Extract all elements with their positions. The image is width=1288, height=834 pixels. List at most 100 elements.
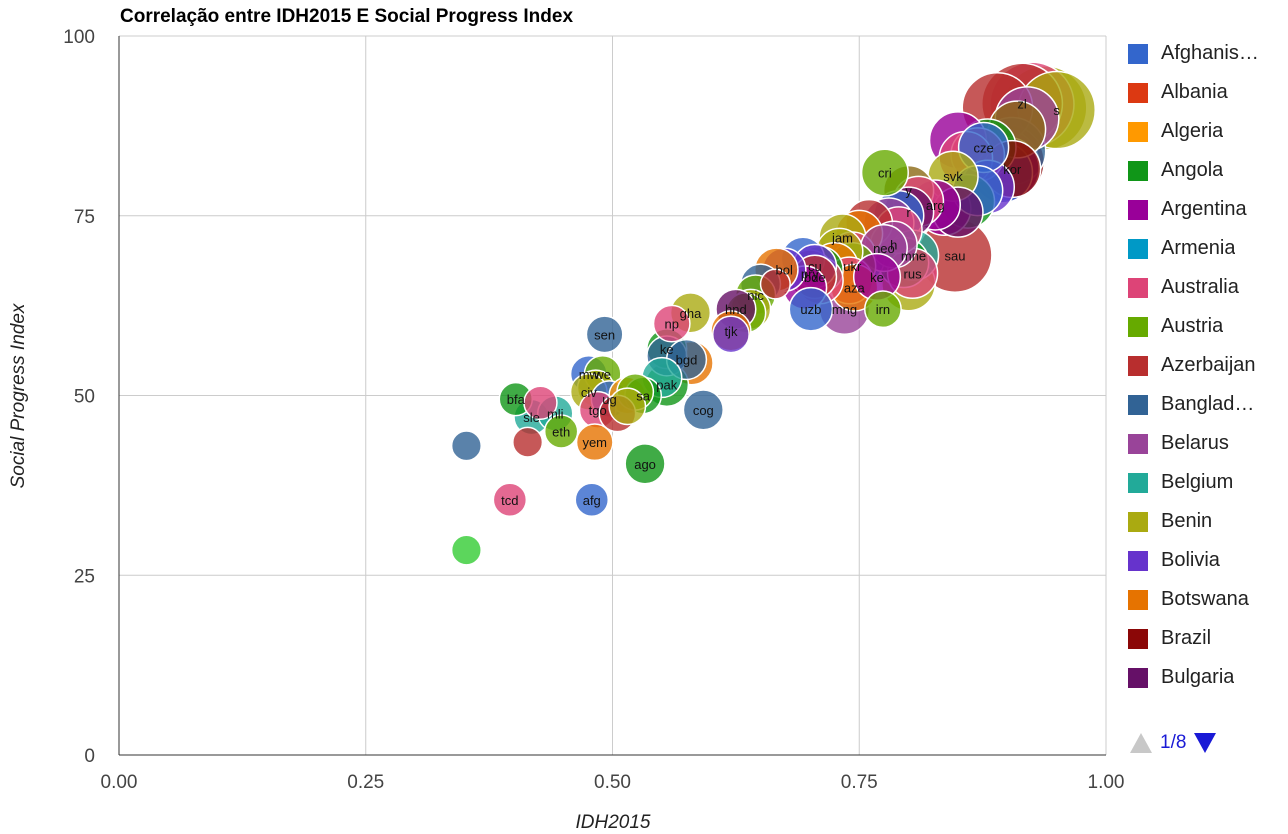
legend-label: Armenia [1161, 237, 1236, 259]
bubble-point[interactable] [543, 414, 579, 449]
bubble-label: mne [901, 248, 926, 263]
bubble-point[interactable] [652, 304, 691, 343]
legend-label: Botswana [1161, 588, 1249, 610]
legend-swatch [1128, 472, 1148, 493]
legend-item[interactable]: Belarus [1128, 424, 1286, 463]
bubble-label: jam [831, 230, 853, 245]
bubble-label: ukr [843, 259, 862, 274]
legend-swatch [1128, 121, 1148, 142]
bubble-point[interactable] [759, 268, 791, 300]
chart-title: Correlação entre IDH2015 E Social Progre… [120, 6, 574, 27]
pager-page-indicator: 1/8 [1160, 732, 1187, 753]
legend-item[interactable]: Albania [1128, 73, 1286, 112]
bubble-label: gha [680, 306, 702, 321]
bubble-label: tcd [501, 493, 518, 508]
bubble-label: afg [583, 493, 601, 508]
bubble-point[interactable] [574, 482, 610, 518]
legend-item[interactable]: Algeria [1128, 112, 1286, 151]
legend-item[interactable]: Angola [1128, 151, 1286, 190]
bubble-label: pry [801, 266, 820, 281]
legend-label: Austria [1161, 315, 1224, 337]
legend-item[interactable]: Armenia [1128, 229, 1286, 268]
pager-down-icon[interactable] [1194, 733, 1217, 753]
bubble-label: we [593, 367, 611, 382]
bubble-point[interactable] [450, 534, 482, 566]
bubble-label: s [1053, 103, 1060, 118]
bubble-label: zl [1017, 97, 1027, 112]
x-tick-label: 0.25 [347, 772, 384, 793]
bubble-label: eth [552, 424, 570, 439]
bubble-label: neo [873, 241, 895, 256]
bubble-point[interactable] [512, 426, 544, 458]
legend-swatch [1128, 667, 1148, 688]
legend-label: Albania [1161, 81, 1228, 103]
bubble-label: yem [582, 435, 607, 450]
bubble-point[interactable] [608, 387, 647, 426]
bubble-label: ke [870, 270, 884, 285]
legend-item[interactable]: Austria [1128, 307, 1286, 346]
legend-label: Benin [1161, 510, 1213, 532]
legend-item[interactable]: Belgium [1128, 463, 1286, 502]
legend-item[interactable]: Bolivia [1128, 541, 1286, 580]
bubble-point[interactable] [492, 482, 528, 518]
bubble-label: mw [579, 367, 600, 382]
pager-up-icon [1130, 733, 1152, 753]
bubble-label: h [890, 238, 897, 253]
bubble-label: uzb [800, 302, 821, 317]
bubble-label: tgo [589, 403, 607, 418]
bubble-point[interactable] [788, 286, 834, 332]
bubble-point[interactable] [682, 389, 724, 431]
legend-item[interactable]: Brazil [1128, 619, 1286, 658]
bubble-label: nic [747, 288, 764, 303]
bubble-label: bfa [507, 392, 526, 407]
legend-swatch [1128, 82, 1148, 103]
bubble-point[interactable] [711, 315, 750, 354]
legend-label: Belarus [1161, 432, 1229, 454]
legend-swatch [1128, 316, 1148, 337]
legend-label: Australia [1161, 276, 1239, 298]
legend-label: Algeria [1161, 120, 1224, 142]
legend-label: Azerbaijan [1161, 354, 1256, 376]
legend-swatch [1128, 589, 1148, 610]
x-tick-label: 1.00 [1088, 772, 1125, 793]
legend-item[interactable]: Banglad… [1128, 385, 1286, 424]
legend-swatch [1128, 550, 1148, 571]
bubble-label: sle [523, 410, 540, 425]
bubble-point[interactable] [624, 443, 666, 485]
bubble-label: pak [656, 378, 677, 393]
bubble-label: civ [581, 385, 597, 400]
bubble-point[interactable] [523, 385, 558, 420]
legend-item[interactable]: Bulgaria [1128, 658, 1286, 697]
bubble-label: bgd [676, 353, 698, 368]
legend-swatch [1128, 277, 1148, 298]
y-tick-label: 100 [63, 27, 95, 48]
bubble-label: cu [808, 259, 822, 274]
y-tick-label: 0 [84, 746, 95, 767]
legend: Afghanis… Albania Algeria Angola Argentina Ar… [1128, 34, 1286, 697]
bubble-label: ke [660, 342, 674, 357]
bubble-label: hnd [725, 302, 747, 317]
legend-item[interactable]: Azerbaijan [1128, 346, 1286, 385]
bubble-point[interactable] [860, 148, 909, 197]
bubble-label: cog [693, 403, 714, 418]
legend-item[interactable]: Australia [1128, 268, 1286, 307]
bubble-point[interactable] [585, 315, 624, 354]
x-tick-label: 0.75 [841, 772, 878, 793]
legend-label: Argentina [1161, 198, 1247, 220]
bubble-point[interactable] [450, 430, 482, 462]
legend-item[interactable]: Benin [1128, 502, 1286, 541]
bubble-point[interactable] [863, 290, 902, 329]
legend-item[interactable]: Afghanis… [1128, 34, 1286, 73]
legend-swatch [1128, 394, 1148, 415]
legend-item[interactable]: Botswana [1128, 580, 1286, 619]
bubble-label: y [905, 184, 912, 199]
bubble-label: aza [844, 281, 866, 296]
bubble-label: tjk [724, 324, 738, 339]
legend-item[interactable]: Argentina [1128, 190, 1286, 229]
bubble-label: arg [926, 198, 945, 213]
legend-label: Belgium [1161, 471, 1234, 493]
bubble-label: rus [904, 266, 923, 281]
bubble-point[interactable] [575, 423, 614, 462]
y-axis-title: Social Progress Index [8, 302, 29, 488]
